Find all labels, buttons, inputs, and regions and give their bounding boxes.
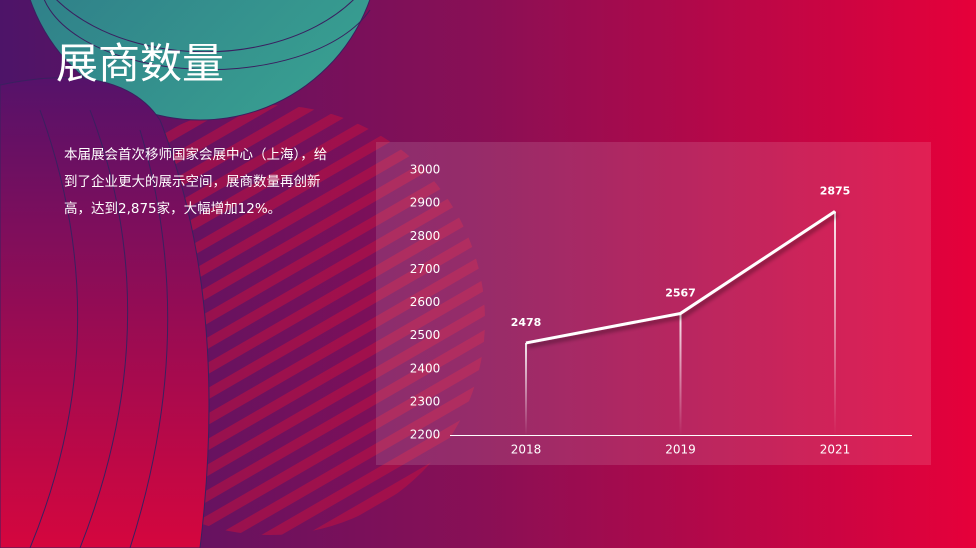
drop-line: [834, 211, 836, 435]
y-tick-label: 2300: [410, 394, 441, 408]
y-tick-label: 2800: [410, 229, 441, 243]
y-tick-label: 3000: [410, 163, 441, 177]
line: [525, 210, 836, 345]
y-tick-label: 2900: [410, 196, 441, 210]
x-tick-label: 2021: [820, 443, 851, 457]
data-label: 2478: [511, 316, 542, 329]
x-tick-label: 2018: [511, 443, 542, 457]
decor-lines: [43, 0, 371, 71]
y-tick-label: 2400: [410, 361, 441, 375]
data-label: 2567: [665, 286, 696, 299]
drop-line: [525, 342, 527, 435]
decor-lines: [29, 109, 169, 548]
y-tick-label: 2200: [410, 428, 441, 442]
slide-title: 展商数量: [56, 39, 224, 88]
y-tick-label: 2600: [410, 295, 441, 309]
description: 本届展会首次移师国家会展中心（上海），给到了企业更大的展示空间，展商数量再创新高…: [64, 147, 328, 217]
y-tick-label: 2700: [410, 262, 441, 276]
x-tick-label: 2019: [665, 443, 696, 457]
drop-line: [679, 313, 682, 435]
chart-panel: [376, 142, 931, 465]
data-label: 2875: [820, 184, 851, 197]
pink-shape: [0, 77, 210, 548]
y-tick-label: 2500: [410, 328, 441, 342]
